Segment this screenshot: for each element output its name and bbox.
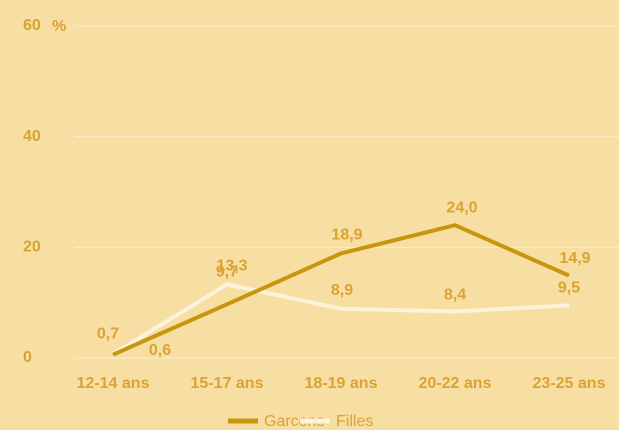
legend-label: Filles — [336, 413, 373, 430]
x-tick-label: 18-19 ans — [305, 375, 378, 392]
y-tick-label: 20 — [23, 239, 41, 256]
x-tick-label: 12-14 ans — [77, 375, 150, 392]
series-line — [112, 223, 570, 357]
legend-label: Garcons — [264, 413, 324, 430]
value-label: 9,5 — [558, 280, 580, 297]
value-label: 14,9 — [559, 250, 590, 267]
value-label: 18,9 — [331, 227, 362, 244]
x-tick-label: 15-17 ans — [191, 375, 264, 392]
x-tick-label: 20-22 ans — [419, 375, 492, 392]
series-line — [111, 282, 570, 356]
y-tick-label: 40 — [23, 128, 41, 145]
y-tick-label: 0 — [23, 349, 32, 366]
value-label: 0,7 — [97, 325, 119, 342]
value-label: 9,7 — [216, 264, 238, 281]
value-label: 8,4 — [444, 287, 466, 304]
value-label: 0,6 — [149, 342, 171, 359]
x-tick-label: 23-25 ans — [533, 375, 606, 392]
y-unit-label: % — [52, 18, 66, 35]
value-label: 24,0 — [446, 199, 477, 216]
value-label: 8,9 — [331, 282, 353, 299]
y-tick-label: 60 — [23, 17, 41, 34]
value-label: 13,3 — [216, 258, 247, 275]
